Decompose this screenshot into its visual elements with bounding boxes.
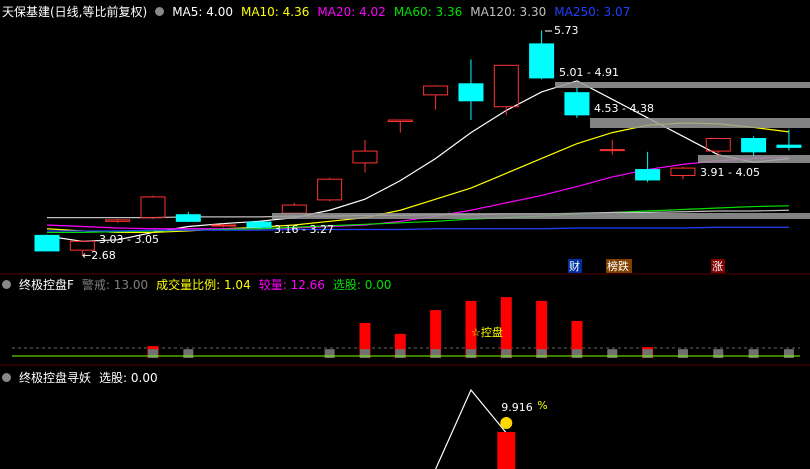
- indicator-header: 终极控盘寻妖 选股: 0.00: [2, 369, 158, 386]
- indicator-bar: [183, 349, 194, 358]
- indicator-bar: [642, 349, 653, 358]
- indicator-bar: [497, 432, 516, 469]
- candle-body: [317, 178, 343, 201]
- indicator-annotation: ☆控盘: [471, 325, 503, 339]
- candle-body: [635, 169, 661, 181]
- indicator-bar: [536, 300, 548, 358]
- ma-line: [47, 226, 789, 232]
- indicator-bar: [147, 349, 158, 358]
- price-band: [555, 82, 810, 88]
- candle-body: [493, 64, 519, 108]
- indicator-bar: [394, 333, 406, 358]
- candle-body: [352, 150, 378, 164]
- price-annotation: 3.16 - 3.27: [274, 223, 334, 236]
- indicator-title: 终极控盘寻妖: [19, 371, 92, 385]
- price-annotation: 5.73: [554, 24, 579, 37]
- event-marker: 榜跌: [606, 259, 632, 273]
- legend-entry: MA250: 3.07: [554, 4, 631, 19]
- indicator-value: 选股: 0.00: [99, 371, 158, 385]
- candle-body: [741, 138, 767, 153]
- settings-icon[interactable]: [2, 373, 11, 382]
- indicator-bar: [571, 320, 583, 358]
- price-band: [272, 213, 810, 219]
- marker-label: 榜跌: [607, 259, 629, 273]
- price-band: [590, 118, 810, 128]
- legend-entry: MA5: 4.00: [172, 4, 233, 19]
- event-marker: 涨: [711, 259, 725, 273]
- candle-body: [175, 214, 201, 222]
- price-annotation: 3.91 - 4.05: [700, 166, 760, 179]
- candle-body: [140, 196, 166, 219]
- legend-entry: MA20: 4.02: [317, 4, 386, 19]
- indicator-bar: [501, 349, 512, 358]
- candle-body: [69, 240, 95, 251]
- price-annotation: 3.03 - 3.05: [99, 233, 159, 246]
- candle-body: [529, 43, 555, 79]
- legend-entry: MA60: 3.36: [393, 4, 463, 19]
- candle-body: [281, 204, 307, 214]
- candle-body: [246, 221, 272, 228]
- marker-box: [606, 259, 632, 273]
- marker-box: [568, 259, 582, 273]
- candle-body: [705, 138, 731, 152]
- indicator-value: 成交量比例: 1.04: [156, 278, 251, 292]
- indicator-bar: [359, 322, 371, 358]
- indicator-bar: [536, 349, 547, 358]
- candle-body: [458, 83, 484, 102]
- candle-body: [564, 92, 590, 116]
- indicator-bar: [500, 297, 512, 358]
- indicator-value: 选股: 0.00: [332, 278, 392, 292]
- candle-body: [670, 167, 696, 176]
- marker-label: 涨: [712, 260, 723, 273]
- candle-body: [776, 144, 802, 148]
- indicator-bar: [359, 349, 370, 358]
- candle-body: [105, 219, 131, 222]
- indicator-title: 终极控盘F: [19, 278, 74, 292]
- indicator-bar: [430, 310, 442, 358]
- smiley-icon: [500, 417, 513, 430]
- marker-label: 财: [569, 259, 580, 273]
- candle-body: [599, 149, 625, 152]
- indicator-header: 终极控盘F 警戒: 13.00 成交量比例: 1.04 较量: 12.66 选股: 0…: [2, 276, 392, 293]
- indicator-bar: [571, 349, 582, 358]
- settings-icon[interactable]: [2, 280, 11, 289]
- candle-body: [34, 234, 60, 252]
- price-annotation: 4.53 - 4.38: [594, 102, 654, 115]
- indicator-value: 警戒: 13.00: [81, 278, 149, 292]
- chart-title: 天保基建(日线,等比前复权): [2, 5, 148, 19]
- legend-entry: MA10: 4.36: [240, 4, 310, 19]
- indicator-bar: [395, 349, 406, 358]
- indicator-line: [435, 388, 507, 469]
- indicator-bar: [713, 349, 724, 358]
- value-label: 9.916: [501, 401, 533, 414]
- indicator-value: 较量: 12.66: [258, 278, 325, 292]
- candle-body: [387, 119, 413, 123]
- settings-icon[interactable]: [155, 7, 165, 16]
- indicator-bar: [783, 349, 794, 358]
- price-annotation: 5.01 - 4.91: [559, 66, 619, 79]
- event-marker: 财: [568, 259, 582, 273]
- indicator-bar: [324, 349, 335, 358]
- candle-body: [211, 224, 237, 227]
- indicator-bar: [748, 349, 759, 358]
- candle-body: [423, 85, 449, 96]
- price-band: [698, 155, 810, 163]
- value-unit: %: [537, 399, 547, 412]
- indicator-bar: [465, 300, 477, 358]
- indicator-bar: [607, 349, 618, 358]
- price-annotation: ←2.68: [82, 249, 116, 262]
- marker-box: [711, 259, 725, 273]
- price-header: 天保基建(日线,等比前复权) MA5: 4.00 MA10: 4.36 MA20: …: [2, 3, 630, 20]
- indicator-bar: [677, 349, 688, 358]
- indicator-bar: [465, 349, 476, 358]
- legend-entry: MA120: 3.30: [470, 4, 547, 19]
- indicator-bar: [430, 349, 441, 358]
